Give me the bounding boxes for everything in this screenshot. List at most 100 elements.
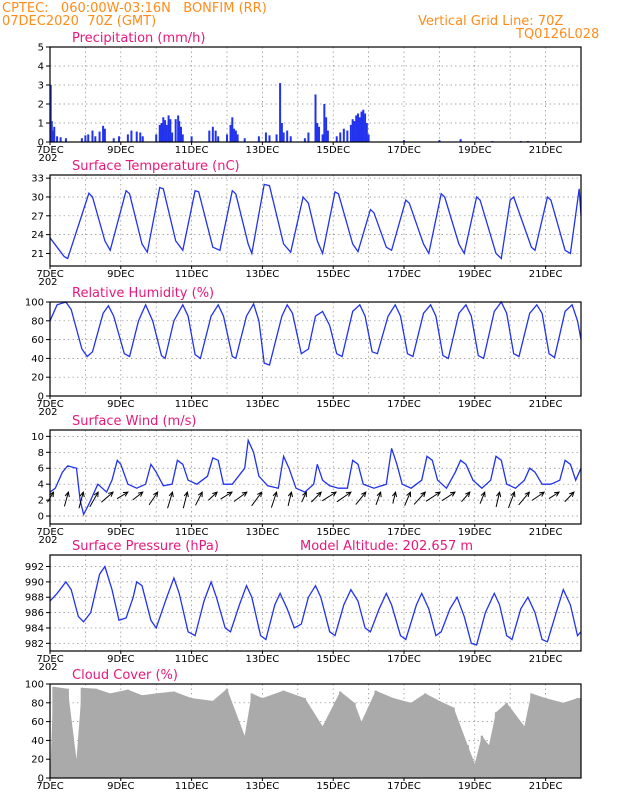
wind-arrow: [89, 491, 99, 508]
cloud-bar: [576, 698, 579, 778]
precip-bar: [171, 132, 174, 142]
x-tick-label: 21DEC: [529, 527, 563, 538]
wind-arrowhead: [153, 491, 159, 498]
precip-bar: [275, 134, 278, 142]
x-tick-label: 17DEC: [387, 269, 421, 280]
y-tick-label: 30: [31, 192, 44, 203]
wind-arrow: [548, 491, 560, 499]
cloud-bar: [494, 712, 498, 778]
precip-bar: [339, 132, 342, 142]
precip-bar: [314, 94, 317, 142]
wind-arrow: [310, 491, 322, 503]
cloud-bar: [155, 693, 158, 778]
year-fragment: 202: [38, 407, 57, 418]
y-tick-label: 80: [31, 698, 44, 709]
cloud-panel: 0 20 40 60 80 100 7DEC 9DEC 11DEC 13DEC 15DEC 17DEC…: [25, 668, 582, 792]
cloud-bar: [360, 721, 363, 778]
precip-bar: [403, 140, 405, 142]
wind-arrow: [63, 492, 69, 507]
y-tick-label: 100: [25, 298, 44, 309]
x-tick-label: 15DEC: [316, 145, 350, 156]
x-tick-label: 19DEC: [458, 654, 492, 665]
precip-bar: [164, 120, 167, 142]
precip-bar: [165, 124, 168, 142]
wind-arrow: [564, 491, 575, 503]
wind-arrow: [518, 491, 530, 506]
precip-bar: [233, 128, 236, 142]
wind-arrowhead: [420, 491, 427, 498]
y-tick-label: 4: [38, 62, 44, 73]
wind-arrow: [413, 491, 426, 505]
wind-arrowhead: [510, 491, 516, 498]
wind-arrowhead: [93, 491, 99, 498]
precip-bar: [118, 136, 121, 142]
wind-arrowhead: [183, 491, 189, 498]
precip-bar: [217, 136, 220, 142]
cloud-bar: [562, 702, 565, 778]
precip-bar: [365, 123, 368, 142]
x-tick-label: 19DEC: [458, 269, 492, 280]
cloud-bar: [438, 700, 441, 778]
rh-line: [49, 300, 582, 366]
precip-bar: [236, 134, 239, 142]
precip-bar: [438, 140, 441, 142]
cloud-bar: [374, 690, 377, 778]
x-tick-label: 13DEC: [246, 654, 280, 665]
wind-line: [49, 438, 582, 517]
precip-bar: [51, 130, 54, 142]
rh-panel: 0 20 40 60 80 100 7DEC 9DEC 11DEC 13DEC 15DEC 17DEC…: [25, 286, 582, 418]
wind-arrowhead: [316, 491, 322, 498]
precip-bar: [289, 136, 292, 142]
wind-arrow: [270, 491, 278, 508]
precip-bar: [318, 126, 321, 142]
wind-title: Surface Wind (m/s): [72, 414, 196, 429]
precip-bar: [49, 85, 52, 142]
wind-arrow: [101, 491, 114, 503]
precip-bar: [353, 121, 356, 142]
cloud-bar: [80, 687, 84, 778]
pres-title: Surface Pressure (hPa): [72, 539, 219, 554]
wind-arrow: [182, 492, 188, 509]
wind-arrowhead: [554, 491, 561, 497]
y-tick-label: 20: [31, 755, 44, 766]
wind-arrowhead: [569, 491, 575, 498]
cloud-bar: [392, 698, 395, 778]
wind-arrow: [495, 492, 501, 508]
wind-arrowhead: [376, 491, 382, 498]
cloud-bar: [140, 695, 144, 778]
wind-arrow: [441, 491, 456, 502]
precip-bar: [351, 119, 354, 142]
x-tick-label: 11DEC: [175, 269, 209, 280]
x-tick-label: 7DEC: [36, 654, 63, 665]
precip-bar: [257, 136, 260, 142]
wind-arrowhead: [287, 491, 293, 498]
cloud-bar: [505, 702, 508, 778]
y-tick-label: 0: [38, 512, 44, 523]
wind-arrowhead: [79, 491, 85, 498]
cloud-bar: [523, 726, 526, 778]
wind-arrow: [425, 491, 441, 502]
rh-title: Relative Humidity (%): [72, 286, 214, 301]
wind-arrow: [167, 491, 173, 509]
x-tick-label: 7DEC: [36, 399, 63, 410]
precip-bar: [282, 132, 285, 142]
cloud-bar: [282, 690, 285, 778]
precip-bar: [59, 137, 62, 142]
wind-arrowhead: [212, 491, 218, 497]
wind-arrow: [287, 492, 292, 507]
precip-bar: [135, 131, 138, 142]
precip-bar: [102, 125, 105, 142]
y-tick-label: 4: [38, 480, 44, 491]
precip-title: Precipitation (mm/h): [72, 31, 205, 46]
wind-arrowhead: [272, 491, 278, 498]
pres-panel: 982 984 986 988 990 992 7DEC 9DEC 11DEC 13DEC 15DE…: [25, 539, 582, 673]
plot-frame: [49, 301, 582, 397]
precip-bar: [91, 130, 94, 142]
cloud-bar: [480, 735, 484, 778]
precip-bar: [169, 119, 172, 142]
precip-bar: [80, 138, 83, 142]
y-tick-label: 3: [38, 81, 44, 92]
precip-bar: [178, 121, 181, 142]
cloud-bar: [108, 693, 112, 778]
